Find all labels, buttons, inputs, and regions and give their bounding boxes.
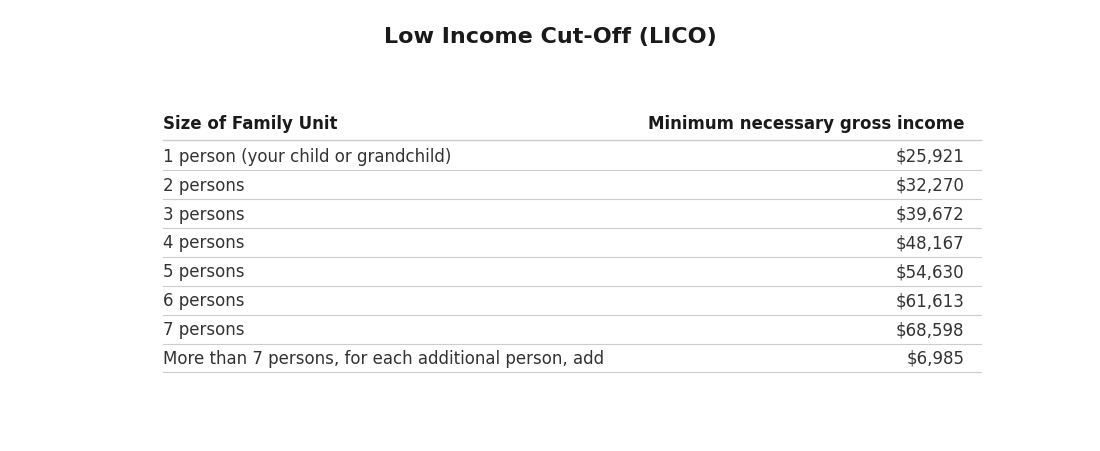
Text: 5 persons: 5 persons [163, 262, 244, 281]
Text: Low Income Cut-Off (LICO): Low Income Cut-Off (LICO) [384, 27, 716, 47]
Text: Size of Family Unit: Size of Family Unit [163, 115, 338, 133]
Text: 3 persons: 3 persons [163, 205, 244, 223]
Text: More than 7 persons, for each additional person, add: More than 7 persons, for each additional… [163, 349, 604, 367]
Text: 4 persons: 4 persons [163, 234, 244, 252]
Text: $61,613: $61,613 [895, 291, 965, 309]
Text: $32,270: $32,270 [895, 176, 965, 194]
Text: $39,672: $39,672 [895, 205, 965, 223]
Text: $48,167: $48,167 [895, 234, 965, 252]
Text: Minimum necessary gross income: Minimum necessary gross income [648, 115, 965, 133]
Text: 6 persons: 6 persons [163, 291, 244, 309]
Text: 1 person (your child or grandchild): 1 person (your child or grandchild) [163, 147, 451, 166]
Text: $54,630: $54,630 [895, 262, 965, 281]
Text: 7 persons: 7 persons [163, 320, 244, 338]
Text: $68,598: $68,598 [895, 320, 965, 338]
Text: 2 persons: 2 persons [163, 176, 244, 194]
Text: $25,921: $25,921 [895, 147, 965, 166]
Text: $6,985: $6,985 [906, 349, 965, 367]
